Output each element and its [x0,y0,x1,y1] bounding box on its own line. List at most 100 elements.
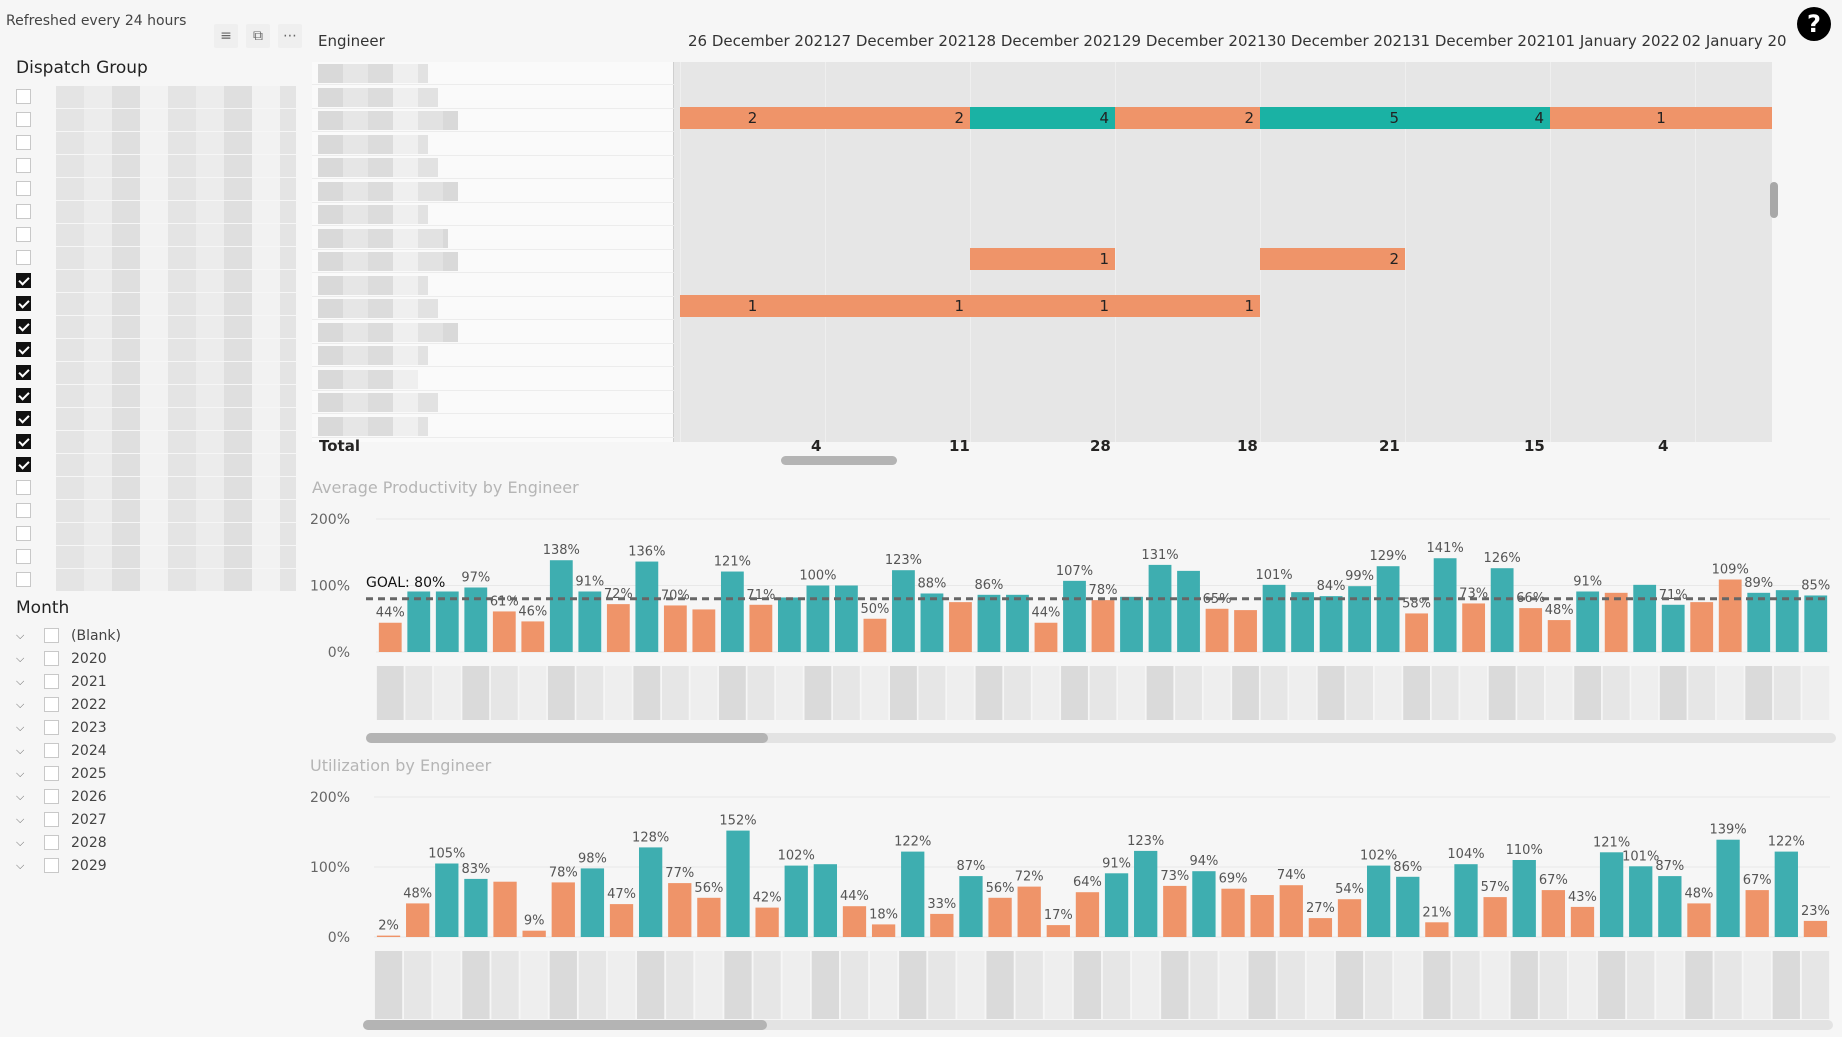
dispatch-group-checkbox[interactable] [16,227,31,242]
engineer-row[interactable] [312,133,674,156]
engineer-row[interactable] [312,321,674,344]
dispatch-group-item[interactable] [16,316,306,338]
month-checkbox[interactable] [44,743,59,758]
matrix-vertical-scrollbar[interactable] [1770,182,1778,218]
chart-bar[interactable] [959,876,983,937]
engineer-row[interactable] [312,109,674,132]
chart-bar[interactable] [1148,564,1172,652]
chart-bar[interactable] [1163,885,1187,937]
chart-bar[interactable] [1006,594,1029,652]
chart-bar[interactable] [1091,600,1115,652]
engineer-row[interactable] [312,250,674,273]
matrix-bar-segment[interactable]: 2 [680,107,825,129]
chart-bar[interactable] [464,587,488,652]
month-item[interactable]: ⌵ 2025 [16,762,296,785]
dispatch-group-item[interactable] [16,293,306,315]
chart-bar[interactable] [835,585,858,653]
chevron-down-icon[interactable]: ⌵ [16,743,25,757]
month-checkbox[interactable] [44,766,59,781]
chart-bar[interactable] [606,604,630,652]
chart-bar[interactable] [1658,876,1682,937]
chevron-down-icon[interactable]: ⌵ [16,628,25,642]
month-item[interactable]: ⌵ 2029 [16,854,296,877]
chart-bar[interactable] [949,602,972,652]
month-item[interactable]: ⌵ 2022 [16,693,296,716]
engineer-row[interactable] [312,368,674,391]
chart-bar[interactable] [1250,895,1274,937]
month-item[interactable]: ⌵ 2026 [16,785,296,808]
dispatch-group-item[interactable] [16,178,306,200]
chart-bar[interactable] [1633,584,1657,652]
chart-bar[interactable] [635,561,659,652]
chart-bar[interactable] [1804,595,1828,652]
dispatch-group-checkbox[interactable] [16,572,31,587]
chart-bar[interactable] [977,594,1001,652]
chart-bar[interactable] [806,585,830,653]
productivity-scrollbar[interactable] [366,733,768,743]
engineer-row[interactable] [312,297,674,320]
chart-bar[interactable] [1192,871,1216,937]
chevron-down-icon[interactable]: ⌵ [16,697,25,711]
chevron-down-icon[interactable]: ⌵ [16,720,25,734]
matrix-bar-segment[interactable]: 2 [1260,248,1405,270]
engineer-header[interactable]: Engineer [318,32,385,50]
chevron-down-icon[interactable]: ⌵ [16,789,25,803]
chart-bar[interactable] [1604,592,1628,652]
engineer-row[interactable] [312,274,674,297]
month-checkbox[interactable] [44,651,59,666]
utilization-scrollbar[interactable] [363,1020,767,1030]
chart-bar[interactable] [522,930,546,937]
month-item[interactable]: ⌵ 2021 [16,670,296,693]
chevron-down-icon[interactable]: ⌵ [16,766,25,780]
month-item[interactable]: ⌵ 2023 [16,716,296,739]
chart-bar[interactable] [1425,922,1449,937]
date-column-header[interactable]: 01 January 2022 [1556,32,1680,50]
chart-bar[interactable] [492,611,516,652]
chart-bar[interactable] [749,604,773,652]
chart-bar[interactable] [521,621,545,652]
dispatch-group-checkbox[interactable] [16,112,31,127]
engineer-row[interactable] [312,391,674,414]
dispatch-group-checkbox[interactable] [16,503,31,518]
dispatch-group-checkbox[interactable] [16,411,31,426]
chart-bar[interactable] [668,883,692,937]
chart-bar[interactable] [1291,592,1314,652]
dispatch-group-checkbox[interactable] [16,434,31,449]
chart-bar[interactable] [1629,866,1653,937]
dispatch-group-checkbox[interactable] [16,181,31,196]
dispatch-group-checkbox[interactable] [16,250,31,265]
dispatch-group-item[interactable] [16,454,306,476]
month-item[interactable]: ⌵ 2024 [16,739,296,762]
date-column-header[interactable]: 30 December 2021 [1267,32,1412,50]
dispatch-group-item[interactable] [16,477,306,499]
chart-bar[interactable] [549,560,573,652]
dispatch-group-item[interactable] [16,224,306,246]
matrix-bar-segment[interactable]: 1 [970,295,1115,317]
chart-bar[interactable] [1405,613,1429,652]
month-checkbox[interactable] [44,697,59,712]
dispatch-group-item[interactable] [16,155,306,177]
matrix-bar-segment[interactable]: 1 [1115,295,1260,317]
date-column-header[interactable]: 29 December 2021 [1122,32,1267,50]
chevron-down-icon[interactable]: ⌵ [16,835,25,849]
focus-mode-icon[interactable]: ⧉ [246,24,270,48]
dispatch-group-checkbox[interactable] [16,135,31,150]
engineer-row[interactable] [312,415,674,438]
dispatch-group-checkbox[interactable] [16,342,31,357]
matrix-bar-segment[interactable]: 2 [825,107,970,129]
chart-bar[interactable] [1337,899,1362,937]
chart-bar[interactable] [663,605,687,652]
chevron-down-icon[interactable]: ⌵ [16,674,25,688]
chart-bar[interactable] [551,882,575,937]
matrix-bar-segment[interactable]: 2 [1115,107,1260,129]
dispatch-group-item[interactable] [16,86,306,108]
matrix-bar-segment[interactable]: 5 [1260,107,1405,129]
month-checkbox[interactable] [44,789,59,804]
help-icon[interactable]: ? [1797,7,1831,41]
engineer-row[interactable] [312,62,674,85]
dispatch-group-item[interactable] [16,500,306,522]
dispatch-group-checkbox[interactable] [16,296,31,311]
month-item[interactable]: ⌵ 2028 [16,831,296,854]
chart-bar[interactable] [609,904,634,937]
date-column-header[interactable]: 28 December 2021 [977,32,1122,50]
